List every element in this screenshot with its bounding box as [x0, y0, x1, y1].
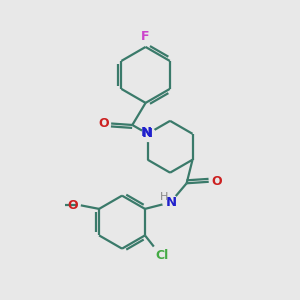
- Text: F: F: [141, 29, 150, 43]
- Text: N: N: [142, 127, 153, 140]
- Text: O: O: [68, 199, 79, 212]
- Text: O: O: [98, 117, 109, 130]
- Text: N: N: [141, 126, 152, 139]
- Text: Cl: Cl: [155, 249, 169, 262]
- Text: O: O: [211, 175, 222, 188]
- Text: H: H: [160, 192, 168, 202]
- Text: N: N: [166, 196, 177, 209]
